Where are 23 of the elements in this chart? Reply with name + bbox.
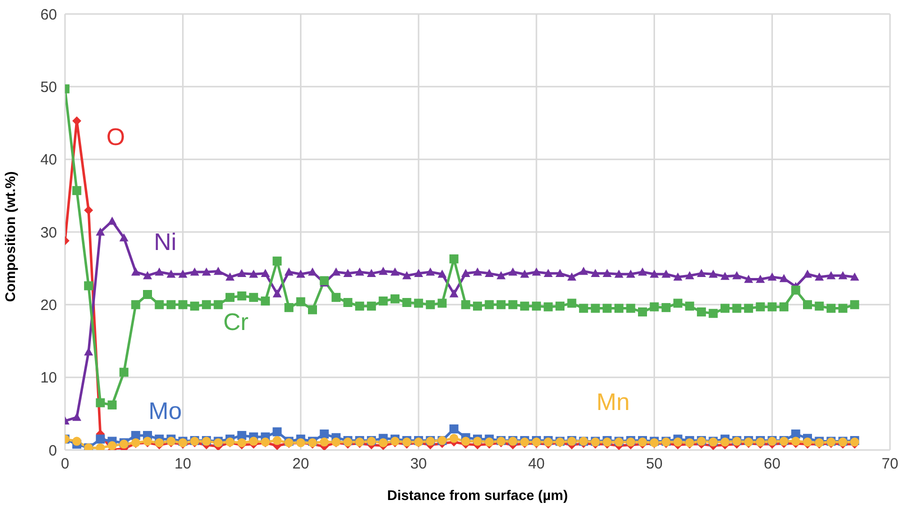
series-label: O — [106, 124, 126, 151]
y-tick-label: 10 — [40, 370, 57, 387]
x-tick-label: 10 — [174, 456, 192, 473]
series-label: Mn — [596, 389, 630, 416]
point — [84, 206, 94, 215]
x-tick-label: 50 — [646, 456, 663, 473]
series-label: Ni — [154, 229, 177, 256]
x-tick-label: 40 — [528, 456, 545, 473]
x-tick-label: 20 — [292, 456, 310, 473]
y-tick-label: 0 — [48, 442, 57, 460]
y-tick-label: 40 — [40, 152, 57, 169]
y-axis-title: Composition (wt.%) — [2, 171, 18, 302]
y-tick-label: 30 — [40, 224, 57, 242]
x-axis-title: Distance from surface (µm) — [387, 487, 568, 503]
series-label: Mo — [148, 398, 182, 425]
x-tick-label: 70 — [882, 456, 898, 473]
y-tick-label: 20 — [40, 296, 57, 314]
x-tick-label: 60 — [764, 456, 780, 473]
x-tick-label: 0 — [60, 456, 70, 473]
series-label: Cr — [223, 309, 249, 336]
y-tick-label: 60 — [40, 6, 57, 24]
x-tick-label: 30 — [410, 456, 427, 473]
y-tick-label: 50 — [40, 78, 57, 96]
